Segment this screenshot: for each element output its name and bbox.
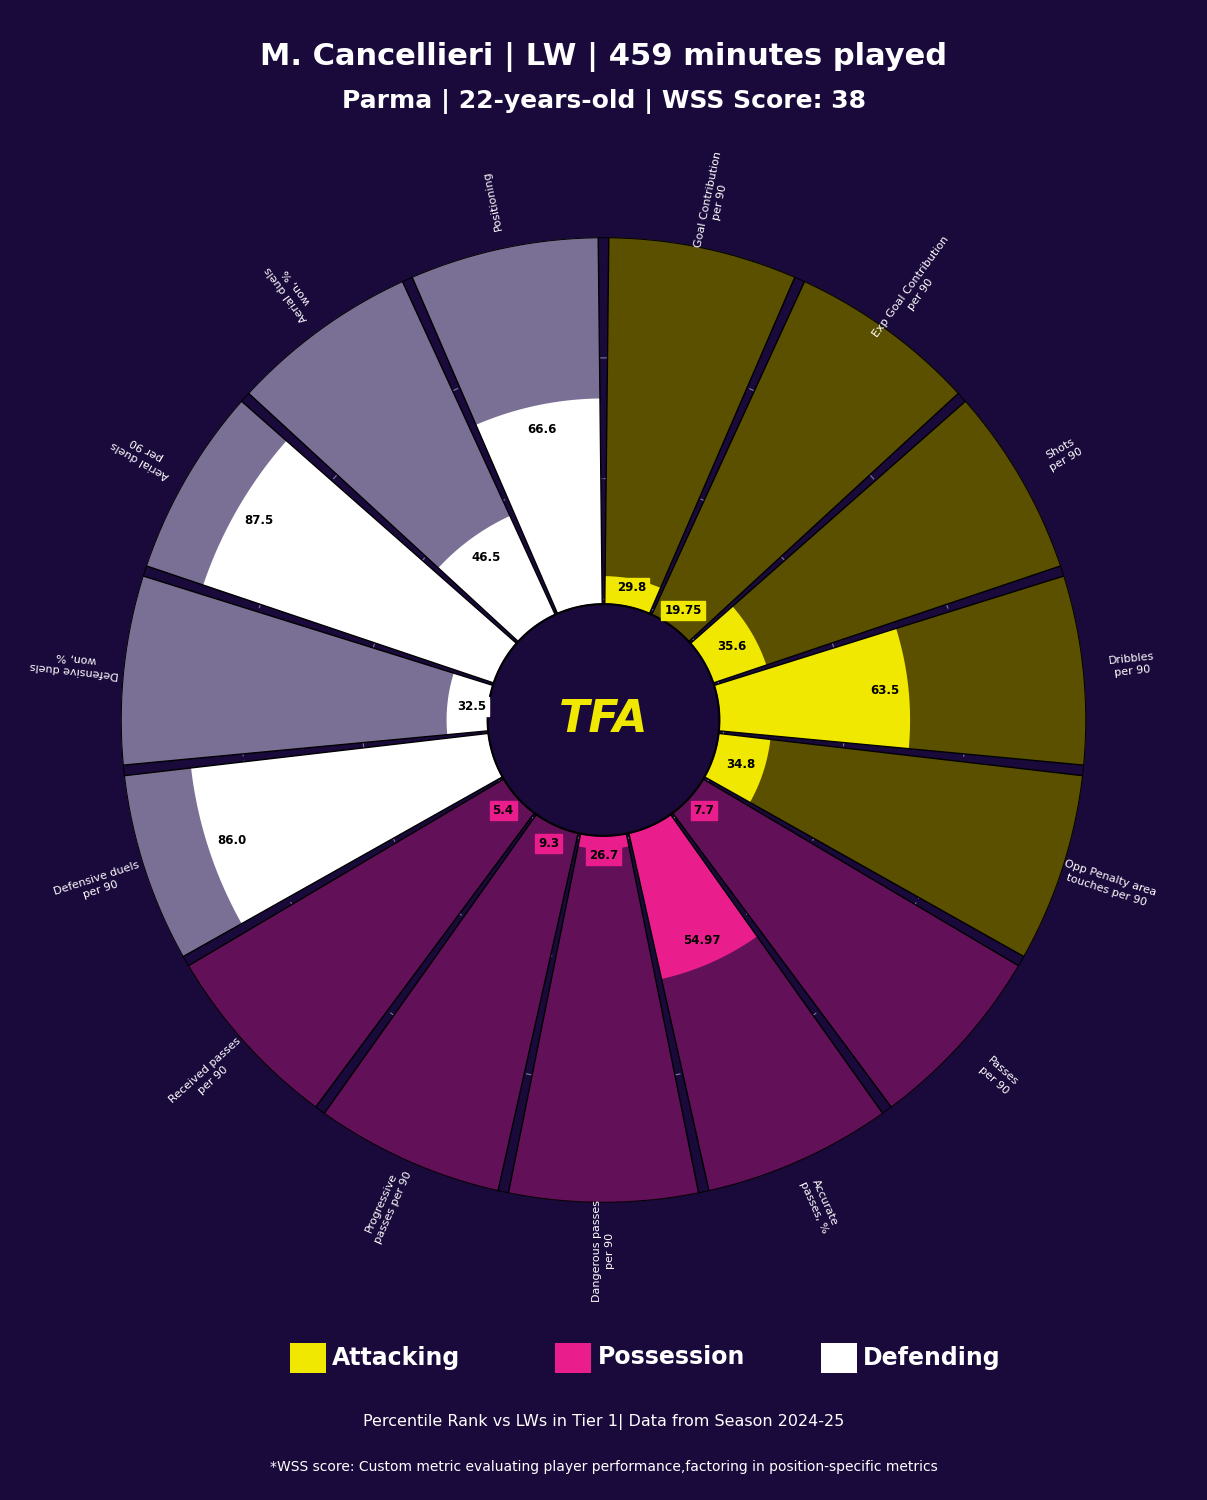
Polygon shape <box>447 674 604 735</box>
Polygon shape <box>604 576 1086 765</box>
Text: Passes
per 90: Passes per 90 <box>976 1054 1020 1096</box>
Text: Exp Goal Contribution
per 90: Exp Goal Contribution per 90 <box>870 234 961 346</box>
Polygon shape <box>604 720 636 750</box>
Text: 86.0: 86.0 <box>217 834 246 848</box>
Text: Accurate
passes, %: Accurate passes, % <box>798 1174 841 1234</box>
Polygon shape <box>604 720 1083 957</box>
Text: 87.5: 87.5 <box>244 514 273 528</box>
Polygon shape <box>438 516 604 720</box>
Text: Possession: Possession <box>597 1346 745 1370</box>
Text: 26.7: 26.7 <box>589 849 618 861</box>
Polygon shape <box>203 441 604 720</box>
Text: 54.97: 54.97 <box>683 934 721 946</box>
Text: Aerial duels
won, %: Aerial duels won, % <box>263 258 320 324</box>
Polygon shape <box>604 720 757 980</box>
Text: Opp Penalty area
touches per 90: Opp Penalty area touches per 90 <box>1060 858 1158 909</box>
Text: *WSS score: Custom metric evaluating player performance,factoring in position-sp: *WSS score: Custom metric evaluating pla… <box>269 1460 938 1474</box>
Polygon shape <box>604 576 660 720</box>
Text: Aerial duels
per 90: Aerial duels per 90 <box>110 429 177 480</box>
Text: 63.5: 63.5 <box>870 684 899 698</box>
Text: TFA: TFA <box>559 699 648 741</box>
Text: 46.5: 46.5 <box>471 552 501 564</box>
Text: 66.6: 66.6 <box>527 423 556 435</box>
Polygon shape <box>412 237 604 720</box>
Polygon shape <box>121 576 604 765</box>
Text: Received passes
per 90: Received passes per 90 <box>167 1036 251 1114</box>
Text: M. Cancellieri | LW | 459 minutes played: M. Cancellieri | LW | 459 minutes played <box>260 42 947 72</box>
Text: Parma | 22-years-old | WSS Score: 38: Parma | 22-years-old | WSS Score: 38 <box>342 90 865 114</box>
Polygon shape <box>604 633 674 720</box>
Polygon shape <box>604 720 884 1191</box>
Polygon shape <box>191 720 604 924</box>
Text: Defensive duels
per 90: Defensive duels per 90 <box>53 859 145 909</box>
Text: Defensive duels
won, %: Defensive duels won, % <box>30 648 121 681</box>
Text: 19.75: 19.75 <box>664 604 701 616</box>
Polygon shape <box>323 720 604 1191</box>
Polygon shape <box>604 280 958 720</box>
Polygon shape <box>188 720 604 1107</box>
Polygon shape <box>124 720 604 957</box>
Text: Dribbles
per 90: Dribbles per 90 <box>1108 651 1156 678</box>
Text: Goal Contribution
per 90: Goal Contribution per 90 <box>693 150 735 250</box>
Text: Progressive
passes per 90: Progressive passes per 90 <box>361 1166 414 1245</box>
Polygon shape <box>604 237 795 720</box>
Text: 29.8: 29.8 <box>617 582 646 594</box>
Text: Shots
per 90: Shots per 90 <box>1042 435 1085 472</box>
Text: 32.5: 32.5 <box>457 699 486 712</box>
Text: 34.8: 34.8 <box>725 758 754 771</box>
Text: 35.6: 35.6 <box>717 639 746 652</box>
Polygon shape <box>604 720 770 803</box>
Polygon shape <box>581 720 604 741</box>
Text: Defending: Defending <box>863 1346 1001 1370</box>
Polygon shape <box>604 720 1019 1107</box>
Polygon shape <box>604 400 1061 720</box>
Polygon shape <box>488 604 719 836</box>
Polygon shape <box>604 628 910 748</box>
Text: 9.3: 9.3 <box>538 837 559 850</box>
Polygon shape <box>476 399 604 720</box>
Polygon shape <box>604 606 766 720</box>
Text: Positioning: Positioning <box>482 170 505 231</box>
Text: 7.7: 7.7 <box>694 804 715 818</box>
Polygon shape <box>146 400 604 720</box>
Polygon shape <box>577 720 604 764</box>
Text: Attacking: Attacking <box>332 1346 460 1370</box>
Text: Dangerous passes
per 90: Dangerous passes per 90 <box>593 1200 614 1302</box>
Text: Percentile Rank vs LWs in Tier 1| Data from Season 2024-25: Percentile Rank vs LWs in Tier 1| Data f… <box>363 1414 844 1430</box>
Polygon shape <box>249 280 604 720</box>
Polygon shape <box>508 720 699 1203</box>
Text: 5.4: 5.4 <box>492 804 514 818</box>
Polygon shape <box>578 720 629 849</box>
